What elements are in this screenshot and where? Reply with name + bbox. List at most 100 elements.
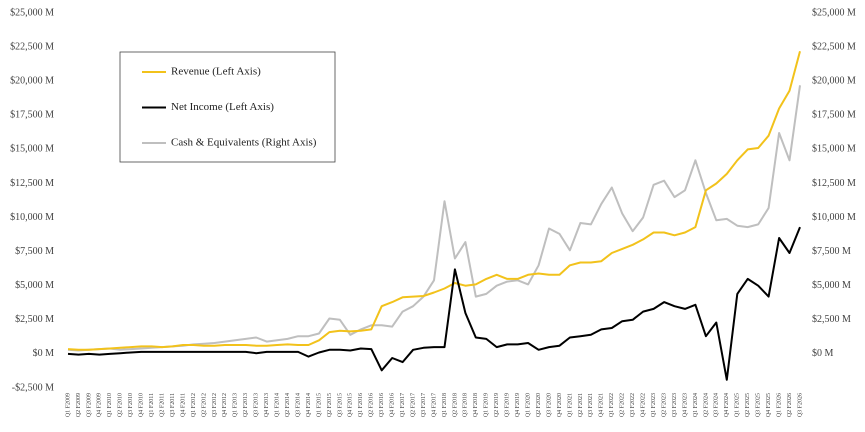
y-tick-label: $12,500 M — [10, 178, 54, 189]
x-tick-label: Q3 F2021 — [588, 393, 594, 417]
x-tick-label: Q2 F2021 — [578, 393, 584, 417]
x-tick-label: Q2 F2022 — [620, 393, 626, 417]
x-tick-label: Q4 F2014 — [306, 393, 312, 417]
x-tick-label: Q4 F2018 — [473, 393, 479, 417]
x-tick-label: Q3 F2023 — [672, 393, 678, 417]
x-tick-label: Q2 F2019 — [494, 393, 500, 417]
x-tick-label: Q4 F2010 — [139, 393, 145, 417]
legend-label: Net Income (Left Axis) — [171, 101, 274, 113]
x-tick-label: Q1 F2015 — [316, 393, 322, 417]
y-tick-label: $10,000 M — [10, 212, 54, 223]
x-tick-label: Q4 F2023 — [682, 393, 688, 417]
y-tick-label: -$2,500 M — [12, 382, 54, 393]
x-tick-label: Q4 F2011 — [180, 393, 186, 417]
x-tick-label: Q1 F2013 — [233, 393, 239, 417]
x-tick-label: Q3 F2016 — [379, 393, 385, 417]
x-tick-label: Q2 F2009 — [76, 393, 82, 417]
x-tick-label: Q1 F2012 — [191, 393, 197, 417]
y2-tick-label: $2,500 M — [812, 314, 851, 325]
x-tick-label: Q2 F2014 — [285, 393, 291, 417]
x-tick-label: Q3 F2013 — [254, 393, 260, 417]
y-tick-label: $20,000 M — [10, 75, 54, 86]
x-tick-label: Q1 F2026 — [776, 393, 782, 417]
x-tick-label: Q4 F2016 — [390, 393, 396, 417]
x-tick-label: Q1 F2018 — [442, 393, 448, 417]
x-tick-label: Q2 F2013 — [243, 393, 249, 417]
y2-tick-label: $5,000 M — [812, 280, 851, 291]
y2-tick-label: $25,000 M — [812, 7, 856, 18]
x-tick-label: Q4 F2013 — [264, 393, 270, 417]
x-tick-label: Q2 F2024 — [703, 393, 709, 417]
x-tick-label: Q2 F2016 — [369, 393, 375, 417]
x-tick-label: Q1 F2020 — [525, 393, 531, 417]
x-tick-label: Q3 F2020 — [546, 393, 552, 417]
x-tick-label: Q4 F2020 — [557, 393, 563, 417]
x-tick-label: Q1 F2010 — [107, 393, 113, 417]
x-tick-label: Q3 F2009 — [86, 393, 92, 417]
x-tick-label: Q3 F2022 — [630, 393, 636, 417]
y-tick-label: $7,500 M — [15, 246, 54, 257]
x-tick-label: Q3 F2018 — [463, 393, 469, 417]
x-tick-label: Q3 F2025 — [756, 393, 762, 417]
y-tick-label: $15,000 M — [10, 144, 54, 155]
x-tick-label: Q4 F2015 — [348, 393, 354, 417]
x-tick-label: Q1 F2011 — [149, 393, 155, 417]
x-tick-label: Q3 F2019 — [505, 393, 511, 417]
x-tick-label: Q1 F2009 — [65, 393, 71, 417]
y-tick-label: $25,000 M — [10, 7, 54, 18]
x-tick-label: Q4 F2024 — [724, 393, 730, 417]
x-tick-label: Q1 F2023 — [651, 393, 657, 417]
x-tick-label: Q2 F2025 — [745, 393, 751, 417]
x-tick-label: Q3 F2014 — [295, 393, 301, 417]
y-tick-label: $22,500 M — [10, 41, 54, 52]
legend-label: Revenue (Left Axis) — [171, 66, 261, 78]
y2-tick-label: $15,000 M — [812, 144, 856, 155]
x-tick-label: Q3 F2024 — [714, 393, 720, 417]
y2-tick-label: $22,500 M — [812, 41, 856, 52]
x-tick-label: Q2 F2026 — [787, 393, 793, 417]
x-tick-label: Q1 F2025 — [735, 393, 741, 417]
x-tick-label: Q2 F2015 — [327, 393, 333, 417]
legend-label: Cash & Equivalents (Right Axis) — [171, 137, 317, 149]
x-tick-label: Q2 F2023 — [661, 393, 667, 417]
x-tick-label: Q4 F2017 — [431, 393, 437, 417]
x-tick-label: Q1 F2016 — [358, 393, 364, 417]
x-tick-label: Q1 F2017 — [400, 393, 406, 417]
x-tick-label: Q4 F2012 — [222, 393, 228, 417]
x-tick-label: Q1 F2014 — [275, 393, 281, 417]
y2-tick-label: $0 M — [812, 348, 834, 359]
y2-tick-label: $10,000 M — [812, 212, 856, 223]
x-tick-label: Q3 F2012 — [212, 393, 218, 417]
x-tick-label: Q2 F2010 — [118, 393, 124, 417]
x-tick-label: Q1 F2021 — [567, 393, 573, 417]
x-tick-label: Q4 F2019 — [515, 393, 521, 417]
x-tick-label: Q4 F2021 — [599, 393, 605, 417]
y2-tick-label: $12,500 M — [812, 178, 856, 189]
x-tick-label: Q2 F2012 — [201, 393, 207, 417]
x-tick-label: Q4 F2009 — [97, 393, 103, 417]
x-tick-label: Q3 F2015 — [337, 393, 343, 417]
x-tick-label: Q3 F2026 — [797, 393, 803, 417]
y-tick-label: $0 M — [33, 348, 55, 359]
x-tick-label: Q2 F2018 — [452, 393, 458, 417]
y2-tick-label: $7,500 M — [812, 246, 851, 257]
x-tick-label: Q2 F2020 — [536, 393, 542, 417]
y2-tick-label: $17,500 M — [812, 110, 856, 121]
x-tick-label: Q2 F2017 — [410, 393, 416, 417]
x-tick-label: Q1 F2022 — [609, 393, 615, 417]
x-tick-label: Q1 F2019 — [484, 393, 490, 417]
y-tick-label: $17,500 M — [10, 110, 54, 121]
y-tick-label: $2,500 M — [15, 314, 54, 325]
x-tick-label: Q2 F2011 — [159, 393, 165, 417]
y2-tick-label: $20,000 M — [812, 75, 856, 86]
x-tick-label: Q4 F2022 — [641, 393, 647, 417]
x-tick-label: Q3 F2011 — [170, 393, 176, 417]
series-line — [67, 50, 801, 351]
series-line — [67, 226, 801, 381]
x-tick-label: Q3 F2010 — [128, 393, 134, 417]
x-tick-label: Q4 F2025 — [766, 393, 772, 417]
x-tick-label: Q1 F2024 — [693, 393, 699, 417]
x-tick-label: Q3 F2017 — [421, 393, 427, 417]
y-tick-label: $5,000 M — [15, 280, 54, 291]
